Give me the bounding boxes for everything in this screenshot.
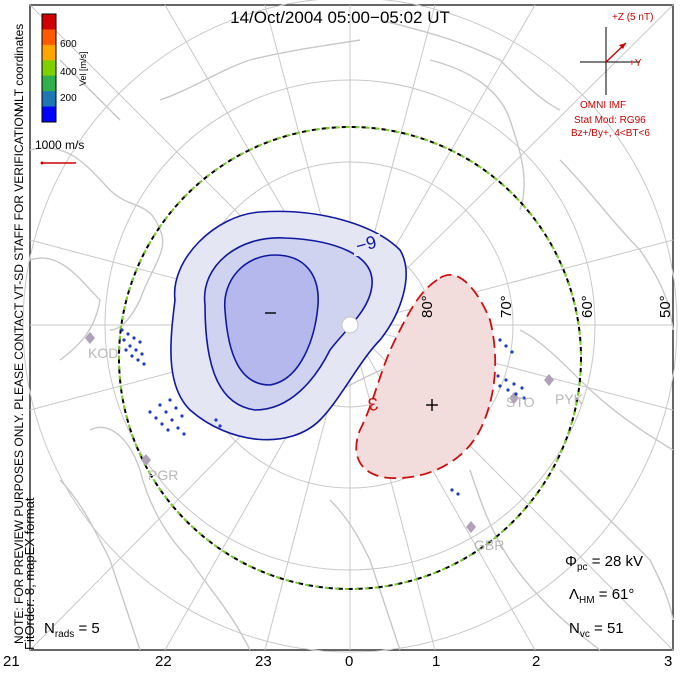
colorbar-segment: [42, 44, 56, 61]
negative-cell: [170, 210, 407, 441]
colorbar-tick-600: 600: [60, 39, 77, 50]
colorbar-segment: [42, 14, 56, 30]
stat-nrads-value: = 5: [78, 620, 100, 637]
colorbar-label: Vel [m/s]: [78, 51, 88, 86]
stat-n-vc: Nvc = 51: [569, 620, 624, 640]
mlt-label-21: 21: [3, 653, 20, 670]
stat-phi-pc: Φpc = 28 kV: [565, 553, 643, 573]
mlt-label-0: 0: [345, 653, 354, 670]
latitude-label-50: 50°: [657, 295, 674, 318]
max-potential-marker: [426, 399, 438, 411]
stat-lambda-sub: HM: [579, 595, 595, 606]
latitude-label-80: 80°: [419, 295, 436, 318]
mlt-label-22: 22: [155, 653, 172, 670]
stat-nrads-symbol: N: [44, 620, 55, 637]
stat-phi-sub: pc: [576, 562, 588, 573]
velocity-vectors: [120, 328, 526, 496]
imf-clock: [580, 27, 640, 95]
contour-label-bg: [354, 234, 380, 256]
latitude-label-70: 70°: [498, 295, 515, 318]
stat-nrads-sub: rads: [54, 629, 75, 640]
stat-nvc-symbol: N: [569, 620, 580, 637]
colorbar-segment: [42, 60, 56, 77]
stat-phi-value: = 28 kV: [591, 553, 643, 570]
imf-condition: Bz+/By+, 4<BT<6: [571, 128, 650, 139]
mlt-label-1: 1: [432, 653, 441, 670]
radar-label-kod: KOD: [88, 345, 119, 361]
fit-info: FitOrder: 8, mapEX format: [22, 497, 37, 650]
stat-lambda-symbol: Λ: [569, 586, 580, 603]
colorbar-tick-200: 200: [60, 93, 77, 104]
radar-label-pyk: PYK: [555, 391, 584, 407]
imf-model: Stat Mod: RG96: [574, 115, 646, 126]
colorbar-segment: [42, 29, 56, 46]
coordinates-label: MLT coordinates: [12, 23, 26, 112]
stat-phi-symbol: Φ: [565, 553, 577, 570]
stat-n-rads: Nrads = 5: [44, 620, 100, 640]
hm-boundary: [118, 126, 582, 590]
stat-nvc-sub: vc: [579, 629, 590, 640]
colorbar-segment: [42, 75, 56, 92]
stat-nvc-value: = 51: [594, 620, 624, 637]
stat-lambda-hm: ΛHM = 61°: [569, 586, 634, 606]
map-title: 14/Oct/2004 05:00−05:02 UT: [230, 8, 450, 27]
pole-marker: [341, 316, 359, 334]
latitude-label-60: 60°: [579, 295, 596, 318]
mlt-label-23: 23: [255, 653, 272, 670]
velocity-colorbar: [41, 13, 57, 123]
imf-source: OMNI IMF: [580, 100, 627, 111]
mlt-label-2: 2: [532, 653, 541, 670]
imf-y-label: +Y: [629, 58, 642, 69]
colorbar-border: [41, 13, 57, 123]
radar-label-gbr: GBR: [474, 537, 505, 553]
colorbar-tick-400: 400: [60, 67, 77, 78]
colorbar-segment: [42, 106, 56, 123]
stat-lambda-value: = 61°: [598, 586, 635, 603]
colorbar-segment: [42, 91, 56, 108]
positive-cell: [355, 274, 497, 479]
mlt-label-3: 3: [664, 653, 673, 670]
radar-label-pgr: PGR: [148, 467, 179, 483]
scale-vector-label: 1000 m/s: [35, 138, 85, 152]
radar-label-sto: STO: [506, 394, 535, 410]
imf-z-label: +Z (5 nT): [612, 12, 654, 23]
scale-vector-origin: [40, 161, 44, 165]
